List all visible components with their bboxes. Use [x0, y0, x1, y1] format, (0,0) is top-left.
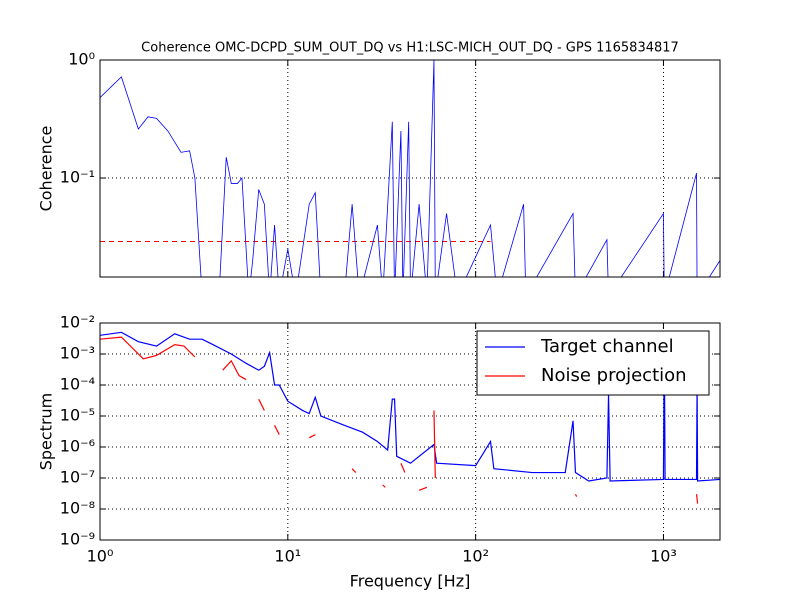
y-tick-label: 10⁻¹: [60, 168, 95, 187]
legend-box: [476, 330, 710, 396]
y-tick-label: 10⁻²: [60, 313, 95, 332]
y-axis-label: Spectrum: [37, 393, 56, 471]
y-tick-label: 10⁻⁸: [60, 499, 95, 518]
series-line: [100, 336, 699, 504]
chart-title: Coherence OMC-DCPD_SUM_OUT_DQ vs H1:LSC-…: [141, 41, 679, 56]
y-tick-label: 10⁻⁷: [60, 468, 95, 487]
legend-label: Target channel: [540, 336, 674, 357]
series-line: [100, 60, 720, 277]
axes-frame: [99, 322, 721, 541]
axes-frame: [99, 59, 721, 278]
x-axis-label: Frequency [Hz]: [350, 572, 471, 591]
y-tick-label: 10⁻⁹: [60, 530, 95, 549]
x-tick-label: 10⁰: [87, 547, 114, 566]
y-tick-label: 10⁻⁴: [60, 375, 95, 394]
plot-area: [100, 331, 720, 504]
y-axis-label: Coherence: [37, 126, 56, 212]
y-tick-label: 10⁻⁶: [60, 437, 95, 456]
series-line: [100, 331, 720, 482]
x-tick-label: 10¹: [274, 547, 301, 566]
y-tick-label: 10⁻⁵: [60, 406, 95, 425]
plot-area: [100, 60, 720, 277]
y-tick-label: 10⁰: [68, 50, 95, 69]
y-tick-label: 10⁻³: [60, 344, 95, 363]
x-tick-label: 10²: [462, 547, 489, 566]
x-tick-label: 10³: [650, 547, 677, 566]
legend-label: Noise projection: [541, 365, 687, 386]
